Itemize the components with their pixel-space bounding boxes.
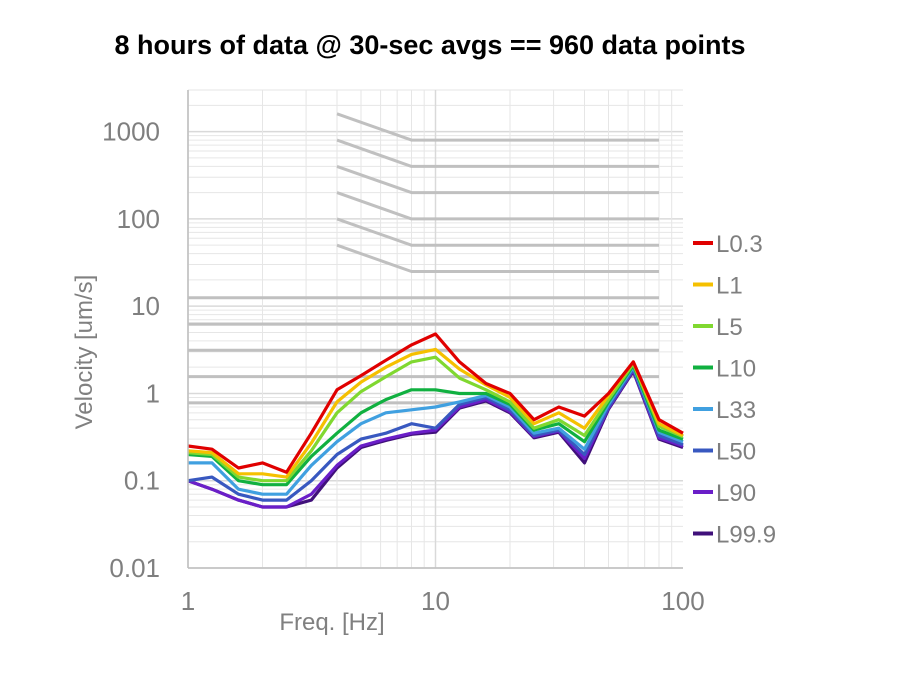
data-series [187, 332, 684, 509]
reference-curve [336, 191, 659, 221]
series-line-L0.3 [187, 332, 684, 474]
y-tick-label: 1 [146, 378, 160, 408]
series-line-L50 [187, 367, 684, 502]
legend-label: L1 [716, 273, 743, 300]
legend-label: L0.3 [716, 231, 763, 258]
x-tick-label: 1 [181, 586, 195, 616]
y-tick-label: 0.01 [109, 553, 160, 583]
y-tick-label: 10 [131, 291, 160, 321]
x-tick-label: 100 [661, 586, 704, 616]
legend: L0.3 L1 L5 L10 L33 L50 L90 L99.9 [693, 231, 776, 549]
tick-labels: 0.01 0.1 1 10 100 1000 1 10 100 [102, 117, 705, 616]
legend-label: L90 [716, 480, 756, 507]
x-axis-label: Freq. [Hz] [279, 609, 384, 636]
x-tick-label: 10 [421, 586, 450, 616]
chart-title: 8 hours of data @ 30-sec avgs == 960 dat… [114, 30, 746, 60]
reference-curve [336, 243, 659, 273]
y-axis-label: Velocity [um/s] [71, 275, 98, 430]
y-tick-label: 1000 [102, 117, 160, 147]
plot-frame [187, 90, 683, 569]
series-line-L1 [187, 347, 684, 479]
reference-curve [336, 217, 659, 247]
legend-label: L50 [716, 439, 756, 466]
series-line-L5 [187, 355, 684, 483]
y-tick-label: 100 [117, 204, 160, 234]
reference-curves [188, 112, 659, 405]
legend-label: L10 [716, 356, 756, 383]
legend-label: L5 [716, 314, 743, 341]
series-line-L10 [187, 363, 684, 487]
reference-curve [336, 112, 659, 142]
legend-label: L33 [716, 397, 756, 424]
reference-curve [336, 138, 659, 168]
reference-curve [336, 164, 659, 195]
y-tick-label: 0.1 [124, 466, 160, 496]
series-line-L33 [188, 365, 684, 496]
grid [187, 89, 683, 569]
legend-label: L99.9 [716, 522, 776, 549]
